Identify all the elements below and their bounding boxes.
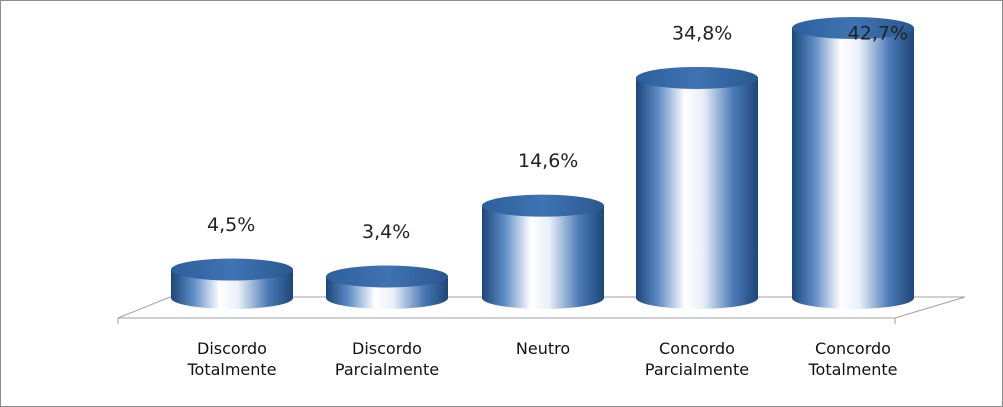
x-tick-label: Concordo Totalmente [808, 339, 898, 379]
bar [326, 265, 448, 309]
x-tick-label-box: Discordo Totalmente [187, 339, 277, 379]
x-tick-label: Discordo Parcialmente [334, 339, 440, 379]
cylinder-body [171, 269, 293, 309]
x-tick-label-box: Neutro [515, 339, 571, 358]
cylinder-top [326, 265, 448, 288]
value-label: 14,6% [518, 150, 578, 172]
cylinder-top [171, 258, 293, 281]
cylinder-top [482, 194, 604, 217]
value-label: 42,7% [848, 23, 908, 45]
x-tick-label-box: Discordo Parcialmente [334, 339, 440, 379]
cylinder-top [792, 17, 914, 39]
bar [482, 194, 604, 309]
value-label: 3,4% [362, 221, 410, 243]
x-tick-label-box: Concordo Totalmente [808, 339, 898, 379]
value-label: 34,8% [672, 22, 732, 44]
cylinder-body [792, 28, 914, 309]
bar [171, 258, 293, 309]
x-tick-label-box: Concordo Parcialmente [644, 339, 750, 379]
cylinder-body [636, 77, 758, 310]
value-label: 4,5% [207, 214, 255, 236]
x-tick-label: Concordo Parcialmente [644, 339, 750, 379]
x-tick-label: Neutro [515, 339, 571, 358]
bar [792, 17, 914, 309]
cylinder-top [636, 66, 758, 89]
cylinder-body [482, 205, 604, 309]
bar [636, 66, 758, 310]
x-tick-label: Discordo Totalmente [187, 339, 277, 379]
